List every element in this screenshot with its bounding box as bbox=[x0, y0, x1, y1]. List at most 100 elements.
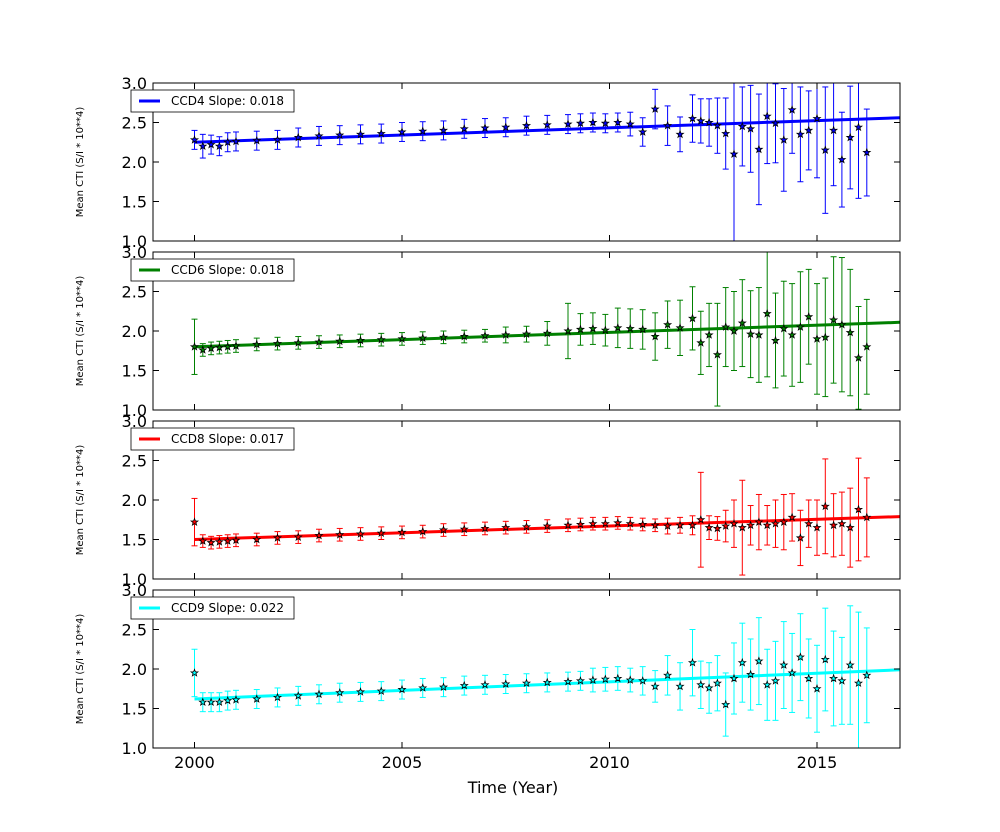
data-point bbox=[650, 104, 660, 113]
data-point bbox=[293, 532, 303, 541]
data-point bbox=[198, 141, 208, 151]
data-point bbox=[231, 136, 241, 146]
data-point bbox=[480, 523, 490, 533]
y-tick-label: 1.5 bbox=[122, 362, 147, 381]
data-point bbox=[293, 338, 303, 347]
panels: 1.0 1.5 2.0 2.5 3.0 Mean CTI (S/I * 10**4) CCD… bbox=[75, 74, 901, 772]
panel-2: 1.0 1.5 2.0 2.5 3.0 Mean CTI (S/I * 10**4) CCD… bbox=[75, 243, 901, 420]
data-point bbox=[355, 335, 366, 345]
data-point bbox=[721, 521, 731, 530]
data-point bbox=[829, 125, 839, 135]
data-point bbox=[663, 319, 673, 329]
data-point bbox=[397, 127, 407, 136]
data-point bbox=[779, 323, 789, 333]
data-point bbox=[223, 137, 233, 147]
data-point bbox=[293, 132, 303, 142]
data-point bbox=[696, 116, 706, 125]
data-point bbox=[638, 519, 648, 529]
data-point bbox=[600, 325, 610, 335]
legend-label: CCD8 Slope: 0.017 bbox=[171, 432, 284, 446]
data-point bbox=[650, 681, 660, 691]
data-point bbox=[762, 308, 772, 318]
y-tick-label: 2.0 bbox=[122, 322, 147, 341]
data-point bbox=[272, 135, 283, 144]
data-point bbox=[862, 670, 872, 680]
data-point bbox=[829, 520, 839, 530]
x-tick-label: 2000 bbox=[174, 753, 215, 772]
data-point bbox=[779, 517, 789, 526]
data-point bbox=[746, 124, 756, 133]
data-point bbox=[206, 537, 216, 547]
data-point bbox=[804, 518, 814, 528]
data-point bbox=[754, 517, 764, 526]
data-point bbox=[770, 676, 781, 685]
data-point bbox=[214, 697, 224, 707]
panel-1: 1.0 1.5 2.0 2.5 3.0 Mean CTI (S/I * 10**4) CCD… bbox=[75, 74, 901, 251]
legend-label: CCD4 Slope: 0.018 bbox=[171, 94, 284, 108]
panel-2-ylabel: Mean CTI (S/I * 10**4) bbox=[75, 276, 86, 387]
y-tick-label: 3.0 bbox=[122, 74, 147, 93]
data-point bbox=[575, 519, 585, 529]
fit-line bbox=[194, 116, 900, 144]
y-tick-label: 2.5 bbox=[122, 452, 147, 471]
data-point bbox=[625, 518, 635, 528]
data-point bbox=[762, 680, 772, 689]
panel-3-legend: CCD8 Slope: 0.017 bbox=[130, 427, 295, 451]
data-point bbox=[812, 113, 822, 123]
data-point bbox=[675, 323, 685, 332]
data-point bbox=[737, 121, 747, 131]
data-point bbox=[575, 324, 585, 334]
data-point bbox=[729, 518, 739, 528]
data-point bbox=[795, 129, 805, 139]
data-point bbox=[795, 533, 805, 542]
data-point bbox=[214, 141, 224, 151]
data-point bbox=[663, 521, 673, 530]
data-point bbox=[588, 323, 598, 333]
data-point bbox=[779, 660, 789, 669]
panel-4: 1.0 1.5 2.0 2.5 3.0 2000 2005 2010 2015 Mean CTI … bbox=[75, 581, 901, 772]
panel-1-plot-area bbox=[189, 83, 900, 241]
data-point bbox=[355, 687, 366, 696]
data-point bbox=[712, 120, 722, 130]
data-point bbox=[314, 530, 324, 540]
data-point bbox=[252, 339, 262, 349]
data-point bbox=[687, 520, 698, 530]
data-point bbox=[206, 343, 216, 353]
data-point bbox=[272, 338, 283, 348]
data-point bbox=[418, 126, 428, 136]
data-point bbox=[563, 520, 573, 530]
data-point bbox=[231, 535, 241, 545]
y-tick-label: 1.5 bbox=[122, 531, 147, 550]
y-tick-label: 3.0 bbox=[122, 412, 147, 431]
data-point bbox=[862, 342, 872, 351]
data-point bbox=[480, 680, 490, 689]
data-point bbox=[779, 135, 789, 144]
y-tick-label: 1.5 bbox=[122, 193, 147, 212]
data-point bbox=[563, 119, 573, 128]
y-tick-label: 1.5 bbox=[122, 700, 147, 719]
data-point bbox=[845, 132, 855, 142]
data-point bbox=[206, 697, 216, 707]
data-point bbox=[480, 330, 490, 340]
x-tick-label: 2005 bbox=[382, 753, 423, 772]
data-point bbox=[704, 330, 714, 339]
data-point bbox=[542, 328, 552, 338]
data-point bbox=[542, 677, 552, 687]
data-point bbox=[542, 120, 552, 129]
data-point bbox=[770, 518, 781, 528]
data-point bbox=[198, 697, 208, 707]
legend-box bbox=[130, 596, 295, 620]
data-point bbox=[272, 692, 283, 702]
panel-3-ylabel: Mean CTI (S/I * 10**4) bbox=[75, 445, 86, 556]
data-point bbox=[397, 527, 407, 537]
data-point bbox=[762, 111, 772, 121]
y-tick-label: 2.5 bbox=[122, 283, 147, 302]
data-point bbox=[588, 117, 598, 127]
data-point bbox=[575, 118, 585, 128]
data-point bbox=[696, 680, 706, 689]
data-point bbox=[712, 349, 722, 359]
data-point bbox=[376, 128, 386, 138]
data-point bbox=[355, 129, 366, 139]
figure-xlabel: Time (Year) bbox=[467, 778, 559, 797]
data-point bbox=[746, 520, 756, 530]
